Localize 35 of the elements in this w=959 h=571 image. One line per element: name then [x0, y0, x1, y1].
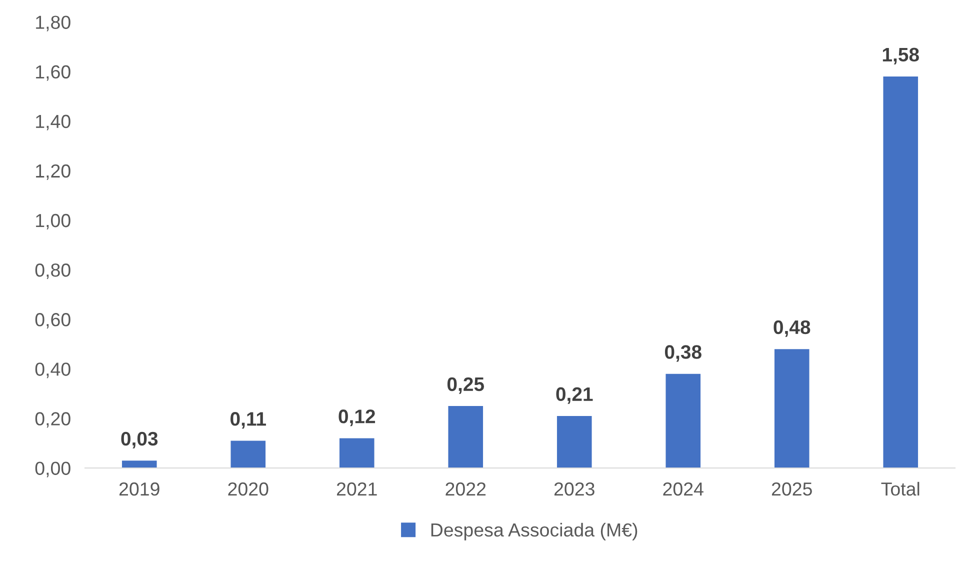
- bar: [774, 349, 810, 468]
- text: 0,12: [338, 410, 376, 426]
- text: 0,11: [230, 412, 266, 429]
- y-tick-label: 0,60: [35, 313, 70, 329]
- y-tick-label: 1,40: [36, 114, 70, 130]
- legend-label: Despesa Associada (M€): [431, 522, 638, 540]
- y-tick-label: 1,60: [36, 65, 70, 81]
- y-tick-label: 0,20: [35, 412, 70, 428]
- x-tick-label: Total: [881, 482, 920, 496]
- bar: [122, 460, 157, 468]
- x-tick-label: 2024: [663, 482, 704, 496]
- x-tick-label: 2020: [228, 482, 268, 496]
- x-tick-label: 2019: [119, 482, 160, 496]
- x-tick-label: 2021: [336, 482, 377, 496]
- y-tick-label: 0,40: [35, 362, 70, 378]
- text: 1,58: [882, 48, 919, 64]
- text: 0,21: [556, 387, 593, 404]
- bar: [666, 374, 701, 468]
- x-tick-label: 2023: [554, 482, 594, 496]
- y-tick-label: 0,00: [35, 462, 70, 478]
- text: 0,25: [447, 377, 484, 394]
- y-tick-label: 1,80: [36, 16, 70, 32]
- y-tick-label: 1,00: [36, 214, 70, 230]
- bar: [556, 416, 592, 468]
- text: 0,03: [121, 432, 158, 448]
- bar: [230, 440, 266, 468]
- bar: [339, 438, 374, 468]
- x-tick-label: 2022: [446, 482, 486, 496]
- x-tick-label: 2025: [772, 482, 812, 496]
- y-tick-label: 0,80: [35, 263, 70, 279]
- y-tick-label: 1,20: [36, 164, 70, 180]
- text: 0,48: [774, 320, 810, 337]
- bar: [883, 76, 918, 468]
- text: 0,38: [664, 345, 702, 362]
- bar: [448, 406, 484, 468]
